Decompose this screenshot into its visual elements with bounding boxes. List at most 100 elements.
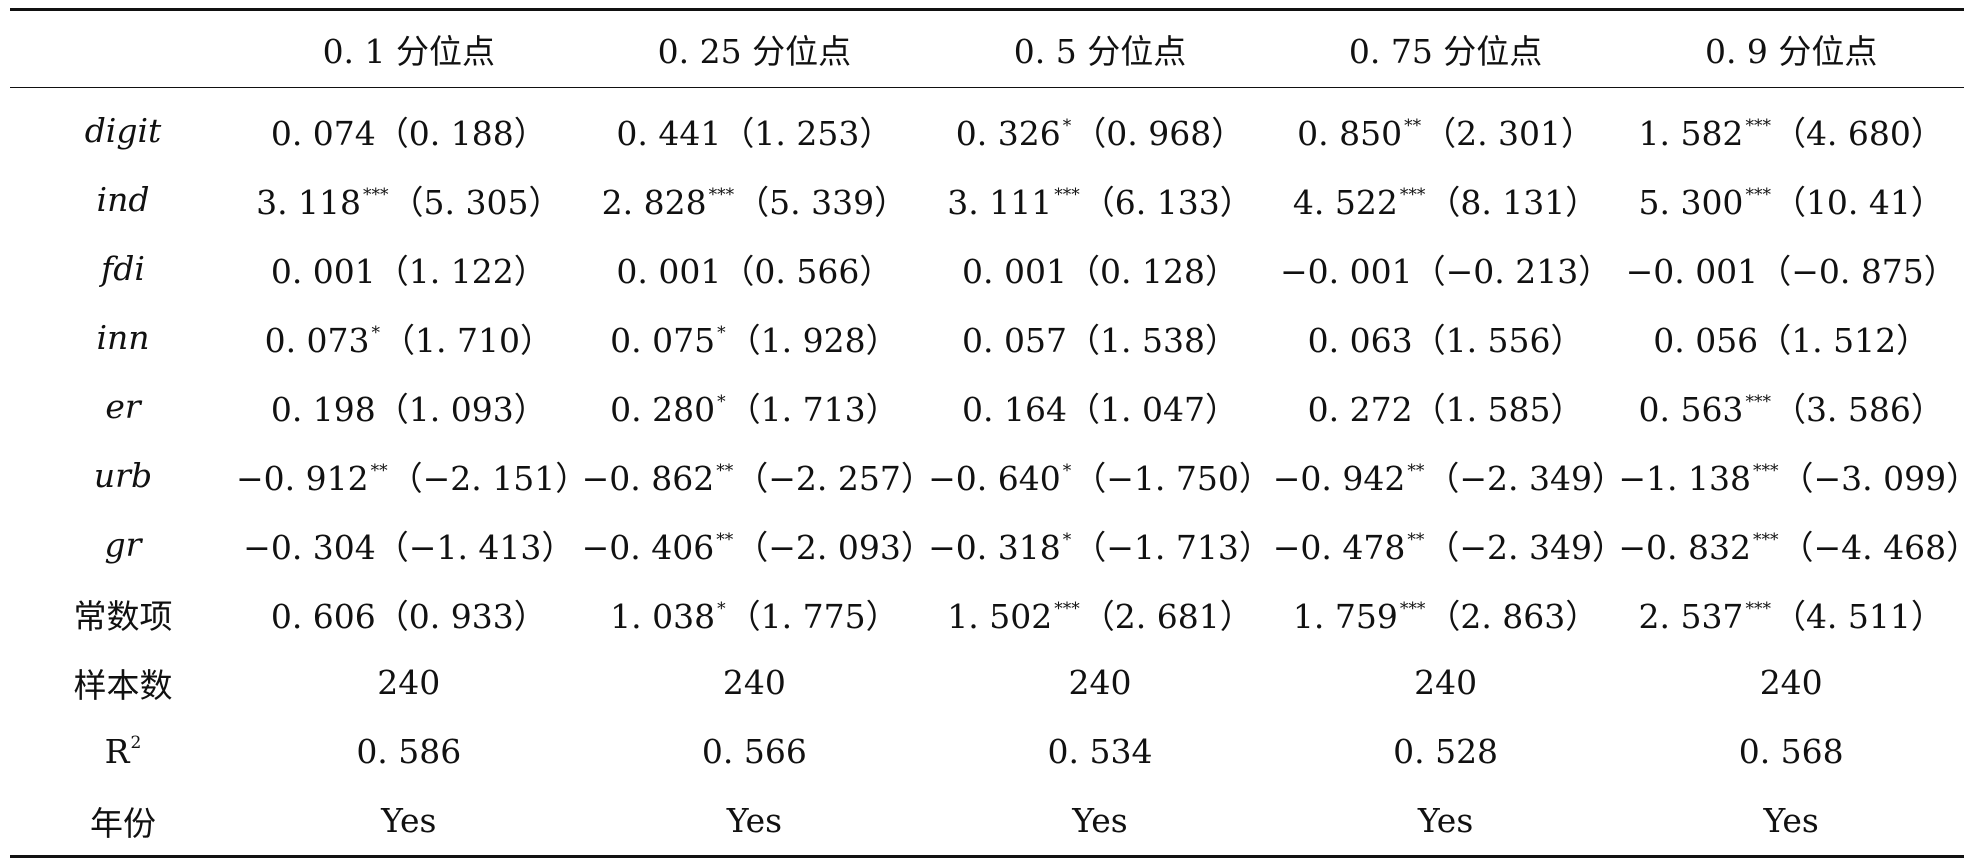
table-cell: 0. 566 (582, 717, 928, 786)
coefficient-value: 0. 563 (1638, 390, 1743, 429)
t-statistic: （4. 680） (1773, 114, 1944, 153)
row-label: ind (10, 165, 236, 234)
row-label-text: er (105, 387, 140, 426)
significance-stars: *** (1054, 185, 1080, 205)
row-label: er (10, 372, 236, 441)
t-statistic: （−1. 750） (1073, 459, 1272, 498)
t-statistic: （−1. 713） (1073, 528, 1272, 567)
t-statistic: （1. 512） (1758, 321, 1929, 360)
coefficient-value: 0. 063 (1308, 321, 1413, 360)
coefficient-value: 0. 164 (962, 390, 1067, 429)
table-cell: −0. 942**（−2. 349） (1273, 441, 1619, 510)
coefficient-value: 240 (723, 663, 786, 702)
coefficient-value: −1. 138 (1618, 459, 1751, 498)
table-cell: 2. 828***（5. 339） (582, 165, 928, 234)
table-cell: 5. 300***（10. 41） (1618, 165, 1964, 234)
table-cell: −0. 640*（−1. 750） (927, 441, 1273, 510)
table-cell: −0. 478**（−2. 349） (1273, 510, 1619, 579)
t-statistic: （0. 968） (1073, 114, 1244, 153)
coefficient-value: 0. 566 (702, 732, 807, 771)
table-cell: 0. 280*（1. 713） (582, 372, 928, 441)
table-cell: 240 (236, 648, 582, 717)
header-cell-q25: 0. 25 分位点 (582, 10, 928, 88)
coefficient-value: Yes (381, 801, 436, 840)
table-cell: 0. 586 (236, 717, 582, 786)
table-cell: 0. 001（0. 128） (927, 234, 1273, 303)
coefficient-value: Yes (1072, 801, 1127, 840)
t-statistic: （1. 710） (382, 321, 553, 360)
significance-stars: *** (1745, 392, 1771, 412)
table-cell: 0. 326*（0. 968） (927, 88, 1273, 166)
coefficient-value: 4. 522 (1293, 183, 1398, 222)
significance-stars: *** (1054, 599, 1080, 619)
table-cell: 0. 606（0. 933） (236, 579, 582, 648)
table-cell: 0. 057（1. 538） (927, 303, 1273, 372)
table-cell: 1. 582***（4. 680） (1618, 88, 1964, 166)
table-cell: 0. 850**（2. 301） (1273, 88, 1619, 166)
significance-stars: * (1063, 530, 1072, 550)
table-cell: −0. 318*（−1. 713） (927, 510, 1273, 579)
significance-stars: * (1063, 116, 1072, 136)
row-label: 常数项 (10, 579, 236, 648)
table-cell: 3. 118***（5. 305） (236, 165, 582, 234)
header-row: 0. 1 分位点 0. 25 分位点 0. 5 分位点 0. 75 分位点 0.… (10, 10, 1964, 88)
t-statistic: （4. 511） (1773, 597, 1944, 636)
coefficient-value: 0. 057 (962, 321, 1067, 360)
table-cell: 0. 001（1. 122） (236, 234, 582, 303)
t-statistic: （1. 093） (376, 390, 547, 429)
t-statistic: （−0. 213） (1413, 252, 1612, 291)
coefficient-value: 240 (1068, 663, 1131, 702)
row-label: R2 (10, 717, 236, 786)
t-statistic: （3. 586） (1773, 390, 1944, 429)
t-statistic: （1. 122） (376, 252, 547, 291)
coefficient-value: 0. 326 (956, 114, 1061, 153)
t-statistic: （1. 928） (728, 321, 899, 360)
header-cell-q75: 0. 75 分位点 (1273, 10, 1619, 88)
table-cell: 0. 528 (1273, 717, 1619, 786)
table-cell: 0. 075*（1. 928） (582, 303, 928, 372)
t-statistic: （2. 863） (1427, 597, 1598, 636)
significance-stars: ** (1407, 530, 1424, 550)
t-statistic: （−2. 349） (1426, 459, 1625, 498)
t-statistic: （−4. 468） (1781, 528, 1971, 567)
coefficient-value: 1. 582 (1638, 114, 1743, 153)
t-statistic: （2. 681） (1082, 597, 1253, 636)
t-statistic: （1. 713） (728, 390, 899, 429)
row-label: fdi (10, 234, 236, 303)
coefficient-value: −0. 832 (1618, 528, 1751, 567)
header-cell-q10: 0. 1 分位点 (236, 10, 582, 88)
t-statistic: （5. 305） (391, 183, 562, 222)
row-label-text: fdi (101, 249, 145, 288)
row-label: gr (10, 510, 236, 579)
significance-stars: ** (1404, 116, 1421, 136)
table-cell: 0. 272（1. 585） (1273, 372, 1619, 441)
coefficient-value: 1. 038 (610, 597, 715, 636)
table-cell: −0. 001（−0. 213） (1273, 234, 1619, 303)
table-cell: 0. 441（1. 253） (582, 88, 928, 166)
significance-stars: * (717, 599, 726, 619)
coefficient-value: 2. 537 (1638, 597, 1743, 636)
significance-stars: ** (716, 461, 733, 481)
significance-stars: *** (1400, 185, 1426, 205)
coefficient-value: 0. 074 (271, 114, 376, 153)
table-cell: 240 (927, 648, 1273, 717)
table-cell: Yes (236, 786, 582, 857)
table-header: 0. 1 分位点 0. 25 分位点 0. 5 分位点 0. 75 分位点 0.… (10, 10, 1964, 88)
coefficient-value: 3. 111 (947, 183, 1052, 222)
t-statistic: （5. 339） (736, 183, 907, 222)
row-label-text: 样本数 (74, 666, 173, 705)
t-statistic: （0. 566） (721, 252, 892, 291)
header-cell-q50: 0. 5 分位点 (927, 10, 1273, 88)
coefficient-value: 240 (1414, 663, 1477, 702)
row-label-text: inn (96, 318, 149, 357)
table-cell: −1. 138***（−3. 099） (1618, 441, 1964, 510)
coefficient-value: −0. 478 (1273, 528, 1406, 567)
t-statistic: （8. 131） (1427, 183, 1598, 222)
table-cell: Yes (927, 786, 1273, 857)
coefficient-value: −0. 942 (1273, 459, 1406, 498)
